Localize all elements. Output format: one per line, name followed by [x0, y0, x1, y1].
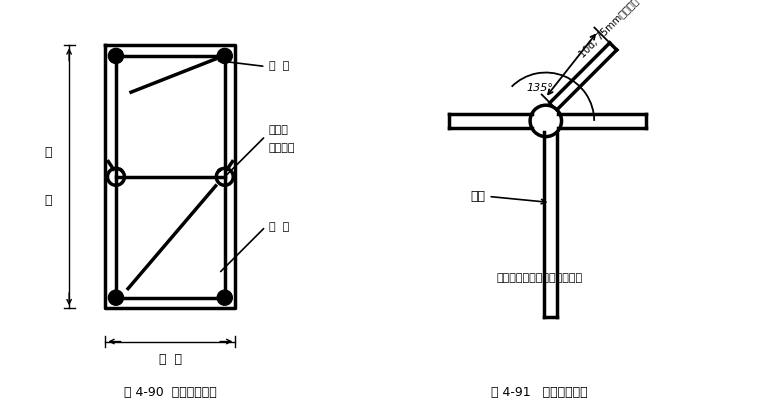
Circle shape [109, 49, 124, 64]
Text: 高: 高 [44, 195, 52, 208]
Text: 135°: 135° [527, 83, 553, 93]
Circle shape [217, 49, 233, 64]
Text: 梁  宽: 梁 宽 [159, 353, 182, 366]
Text: 拉筋: 拉筋 [470, 190, 486, 203]
Text: （腰筋）: （腰筋） [268, 143, 295, 153]
Circle shape [217, 290, 233, 305]
Text: 图 4-90  梁内拉筋示意: 图 4-90 梁内拉筋示意 [124, 386, 217, 399]
Text: 拉筋紧靠纵向钢筋并钩住箍筋: 拉筋紧靠纵向钢筋并钩住箍筋 [497, 273, 583, 283]
Text: 拉  筋: 拉 筋 [268, 222, 289, 232]
Text: 10d, 75mm中较大值: 10d, 75mm中较大值 [577, 0, 641, 59]
Text: 侧面筋: 侧面筋 [268, 125, 289, 135]
Text: 图 4-91   拉筋弯钩示意: 图 4-91 拉筋弯钩示意 [492, 386, 588, 399]
Text: 箍  筋: 箍 筋 [268, 62, 289, 71]
Circle shape [109, 290, 124, 305]
Text: 梁: 梁 [44, 146, 52, 159]
